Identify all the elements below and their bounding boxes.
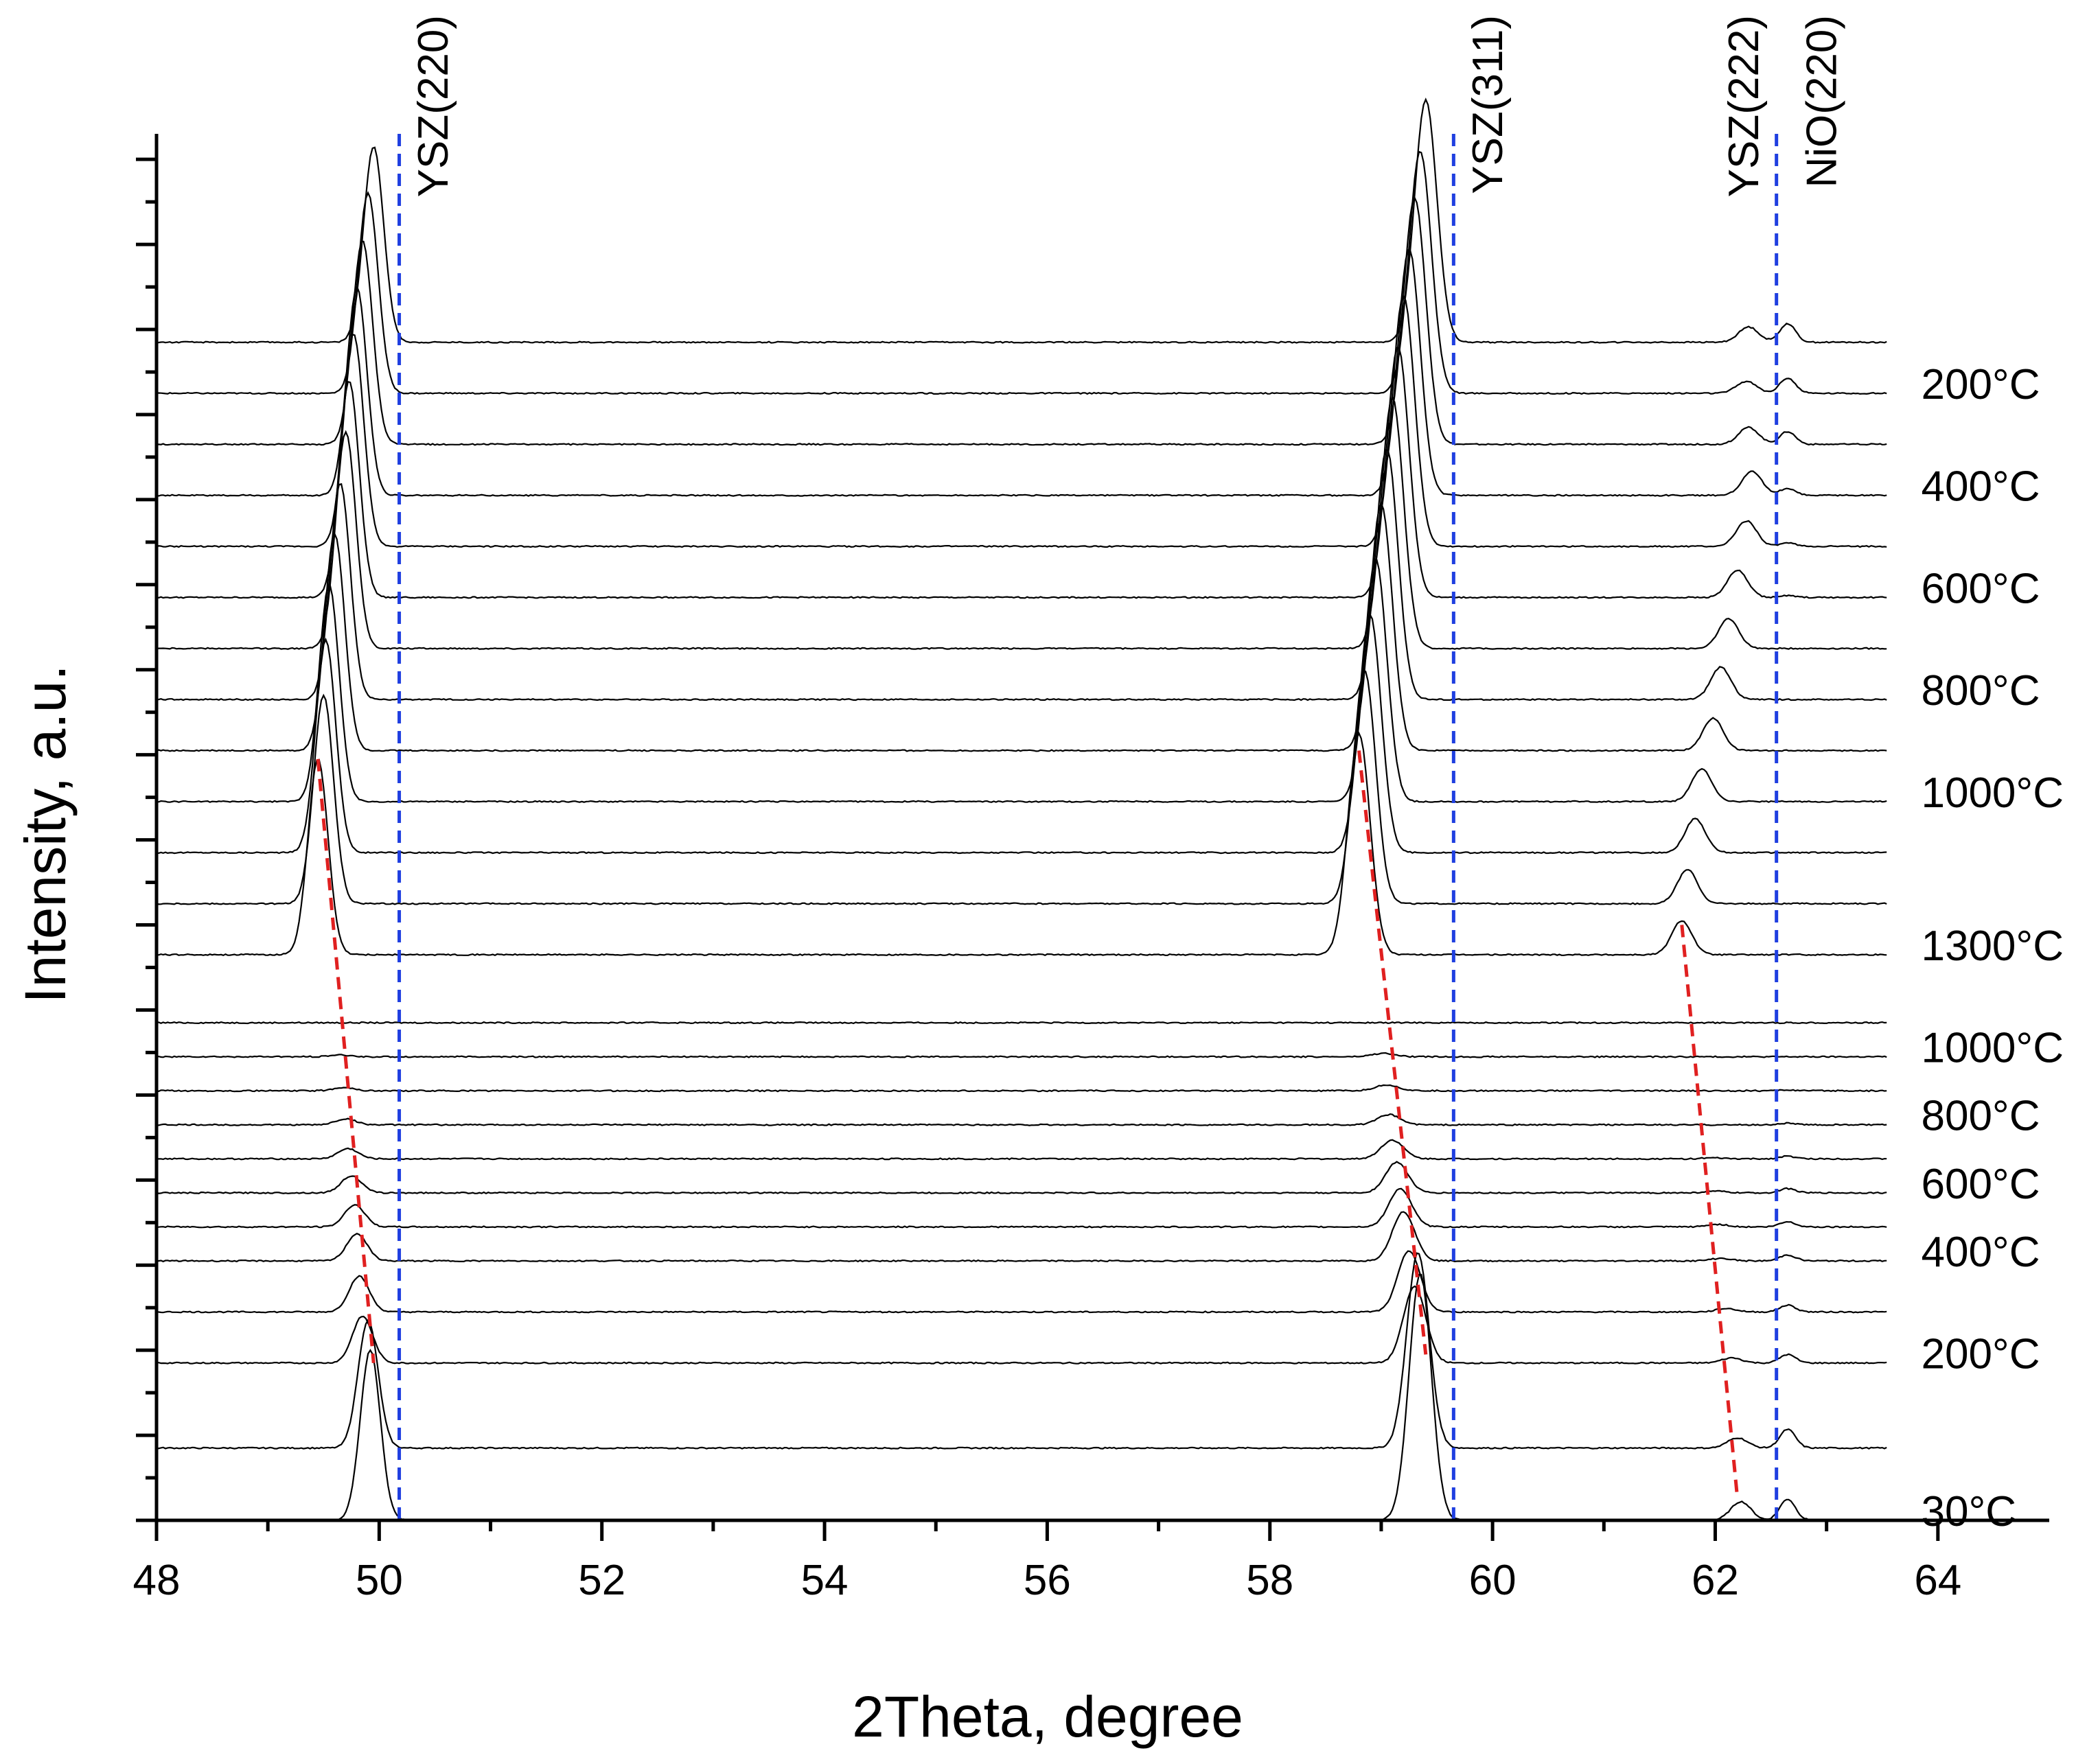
temperature-labels: 30°C 200°C 400°C 600°C 800°C 1000°C 1300°C 1000… (1921, 361, 2064, 1535)
xrd-trace (156, 1161, 1887, 1195)
temperature-label: 1300°C (1921, 922, 2064, 970)
peak-annotation-label: YSZ(220) (410, 15, 457, 197)
xrd-trace (156, 294, 1887, 548)
x-tick-label: 60 (1469, 1557, 1517, 1604)
xrd-trace (156, 1084, 1887, 1093)
peak-annotation-label: YSZ(311) (1464, 15, 1512, 194)
xrd-trace (156, 1252, 1887, 1450)
x-axis-title: 2Theta, degree (852, 1684, 1243, 1749)
y-ticks (136, 157, 157, 1522)
temperature-label: 30°C (1921, 1488, 2016, 1535)
temperature-label: 600°C (1921, 565, 2040, 612)
xrd-trace (156, 501, 1887, 752)
x-tick-label: 50 (356, 1557, 403, 1604)
peak-shift-lines (316, 750, 1740, 1500)
peak-annotation-label: NiO(220) (1799, 15, 1846, 188)
temperature-label: 200°C (1921, 361, 2040, 408)
xrd-trace (156, 347, 1887, 599)
xrd-trace (156, 150, 1887, 395)
xrd-trace (156, 1021, 1887, 1025)
xrd-trace (156, 249, 1887, 497)
xrd-trace (156, 731, 1887, 957)
x-tick-label: 58 (1246, 1557, 1293, 1604)
xrd-trace (156, 449, 1887, 701)
temperature-label: 800°C (1921, 1093, 2040, 1140)
xrd-trace (156, 1250, 1887, 1314)
xrd-trace (156, 1285, 1887, 1365)
xrd-trace (156, 1052, 1887, 1058)
peak-shift-line (1680, 925, 1740, 1500)
temperature-label: 1000°C (1921, 769, 2064, 817)
temperature-label: 800°C (1921, 667, 2040, 715)
x-tick-label: 48 (133, 1557, 181, 1604)
xrd-trace (156, 395, 1887, 650)
x-tick-label: 64 (1914, 1557, 1961, 1604)
peak-shift-line (1357, 750, 1428, 1355)
y-axis-title: Intensity, a.u. (13, 664, 78, 1003)
temperature-label: 600°C (1921, 1161, 2040, 1208)
temperature-label: 200°C (1921, 1331, 2040, 1378)
peak-annotation-label: YSZ(222) (1720, 15, 1768, 197)
xrd-trace (156, 97, 1887, 344)
xrd-trace (156, 1187, 1887, 1229)
temperature-label: 400°C (1921, 463, 2040, 511)
xrd-trace (156, 1113, 1887, 1126)
diffraction-traces (156, 97, 1887, 1522)
peak-annotations: YSZ(220) YSZ(311) YSZ(222) NiO(220) (410, 15, 1845, 197)
temperature-label: 1000°C (1921, 1025, 2064, 1072)
xrd-trace (156, 559, 1887, 803)
xrd-trace (156, 1211, 1887, 1263)
x-ticks: 48 50 52 54 56 58 60 62 64 (133, 1520, 1961, 1604)
x-tick-label: 54 (801, 1557, 849, 1604)
axes (154, 134, 2049, 1522)
xrd-trace (156, 613, 1887, 855)
xrd-trace (156, 669, 1887, 905)
temperature-label: 400°C (1921, 1229, 2040, 1276)
x-tick-label: 56 (1024, 1557, 1071, 1604)
x-tick-label: 62 (1692, 1557, 1739, 1604)
xrd-trace (156, 1139, 1887, 1161)
x-tick-label: 52 (578, 1557, 625, 1604)
xrd-trace (156, 196, 1887, 446)
peak-shift-line (316, 758, 376, 1363)
reference-lines (397, 134, 1779, 1520)
